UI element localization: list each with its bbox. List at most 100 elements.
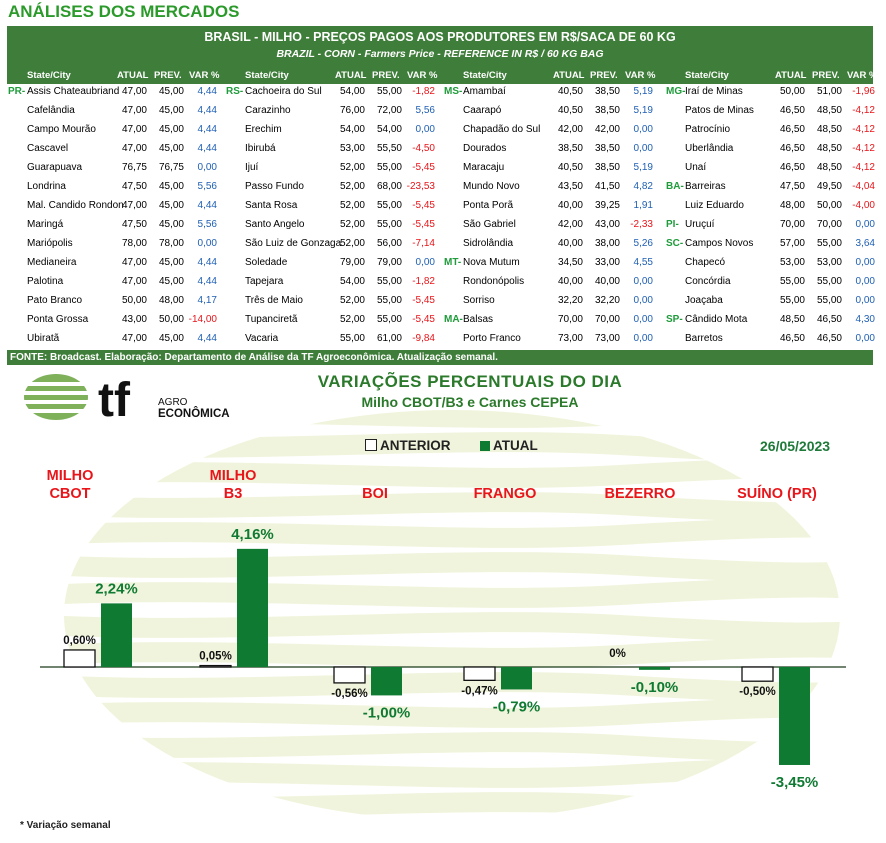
legend-item-anterior: ANTERIOR	[365, 438, 454, 453]
price-variation: -1,96	[852, 86, 875, 97]
price-previous: 42,00	[594, 124, 620, 135]
category-label: CBOT	[49, 486, 90, 502]
price-current: 40,00	[557, 238, 583, 249]
price-current: 46,50	[779, 105, 805, 116]
price-current: 52,00	[339, 162, 365, 173]
price-current: 47,00	[121, 86, 147, 97]
price-variation: 4,44	[197, 86, 217, 97]
city-name: Santo Angelo	[245, 219, 305, 230]
price-current: 46,50	[779, 124, 805, 135]
legend-label-atual: ATUAL	[493, 438, 538, 453]
logo-image: tf AGRO ECONÔMICA	[22, 374, 230, 427]
city-name: Balsas	[463, 314, 494, 325]
column-header: VAR %	[407, 70, 438, 81]
data-label-atual: -1,00%	[363, 704, 411, 721]
price-previous: 46,50	[816, 333, 842, 344]
price-current: 54,00	[339, 86, 365, 97]
bar-anterior	[333, 666, 366, 684]
city-name: Patos de Minas	[685, 105, 754, 116]
price-current: 40,00	[557, 276, 583, 287]
price-previous: 38,50	[594, 105, 620, 116]
city-name: Unaí	[685, 162, 707, 173]
price-previous: 55,00	[376, 162, 402, 173]
price-variation: -7,14	[412, 238, 435, 249]
price-current: 53,00	[339, 143, 365, 154]
bars-layer: MILHO CBOT MILHO B3 BOI FRANGO BEZERRO SUÍNO (P…	[40, 468, 846, 791]
city-name: Vacaria	[245, 333, 279, 344]
city-name: Mariópolis	[27, 238, 73, 249]
price-current: 47,00	[121, 143, 147, 154]
bar-atual	[779, 667, 810, 765]
price-variation: -5,45	[412, 162, 435, 173]
price-previous: 54,00	[376, 124, 402, 135]
price-variation: -4,00	[852, 200, 875, 211]
legend-swatch-anterior	[365, 439, 377, 451]
footnote: * Variação semanal	[20, 820, 111, 831]
price-previous: 48,50	[816, 124, 842, 135]
price-variation: 4,55	[633, 257, 653, 268]
price-previous: 38,50	[594, 143, 620, 154]
globe-stripe	[64, 517, 840, 548]
price-current: 52,00	[339, 219, 365, 230]
price-variation: -1,82	[412, 86, 435, 97]
table-title: BRASIL - MILHO - PREÇOS PAGOS AOS PRODUT…	[204, 30, 676, 44]
city-name: Ponta Porã	[463, 200, 514, 211]
price-previous: 55,00	[816, 238, 842, 249]
background-globe	[64, 410, 840, 820]
price-current: 70,00	[779, 219, 805, 230]
price-variation: 0,00	[855, 257, 875, 268]
city-name: Nova Mutum	[463, 257, 520, 268]
price-current: 55,00	[339, 333, 365, 344]
price-previous: 73,00	[594, 333, 620, 344]
price-previous: 50,00	[158, 314, 184, 325]
price-variation: 5,19	[633, 105, 653, 116]
price-previous: 40,00	[594, 276, 620, 287]
city-name: Amambaí	[463, 86, 506, 97]
price-current: 76,75	[121, 162, 147, 173]
price-variation: 0,00	[415, 124, 435, 135]
globe-stripe	[64, 732, 840, 763]
price-previous: 45,00	[158, 86, 184, 97]
price-current: 47,50	[121, 181, 147, 192]
price-current: 79,00	[339, 257, 365, 268]
price-current: 40,50	[557, 162, 583, 173]
price-previous: 45,00	[158, 276, 184, 287]
price-current: 43,50	[557, 181, 583, 192]
city-name: Cachoeira do Sul	[245, 86, 322, 97]
price-current: 48,50	[779, 314, 805, 325]
column-header: PREV.	[154, 70, 182, 81]
price-variation: 4,44	[197, 276, 217, 287]
city-name: Sidrolândia	[463, 238, 514, 249]
price-current: 40,00	[557, 200, 583, 211]
column-header: PREV.	[590, 70, 618, 81]
bar-atual	[237, 548, 268, 667]
price-variation: 0,00	[855, 276, 875, 287]
category-label: B3	[224, 486, 243, 502]
price-variation: 0,00	[633, 276, 653, 287]
price-current: 78,00	[121, 238, 147, 249]
price-previous: 45,00	[158, 219, 184, 230]
price-variation: 5,56	[197, 219, 217, 230]
column-header: State/City	[685, 70, 729, 81]
legend-label-anterior: ANTERIOR	[380, 438, 451, 453]
city-name: Sorriso	[463, 295, 495, 306]
city-name: Ibirubá	[245, 143, 276, 154]
price-current: 53,00	[779, 257, 805, 268]
data-label-anterior: 0,60%	[63, 635, 96, 647]
city-name: Joaçaba	[685, 295, 723, 306]
price-current: 48,00	[779, 200, 805, 211]
globe-stripe	[64, 577, 840, 608]
price-variation: -4,12	[852, 124, 875, 135]
column-header: VAR %	[189, 70, 220, 81]
price-variation: 4,17	[197, 295, 217, 306]
price-previous: 49,50	[816, 181, 842, 192]
city-name: Barreiras	[685, 181, 726, 192]
city-name: Chapecó	[685, 257, 726, 268]
price-previous: 61,00	[376, 333, 402, 344]
price-previous: 48,50	[816, 143, 842, 154]
state-code: SC-	[666, 238, 684, 249]
price-variation: -23,53	[406, 181, 435, 192]
price-variation: -5,45	[412, 200, 435, 211]
column-header: ATUAL	[775, 70, 807, 81]
bar-anterior	[199, 664, 232, 668]
